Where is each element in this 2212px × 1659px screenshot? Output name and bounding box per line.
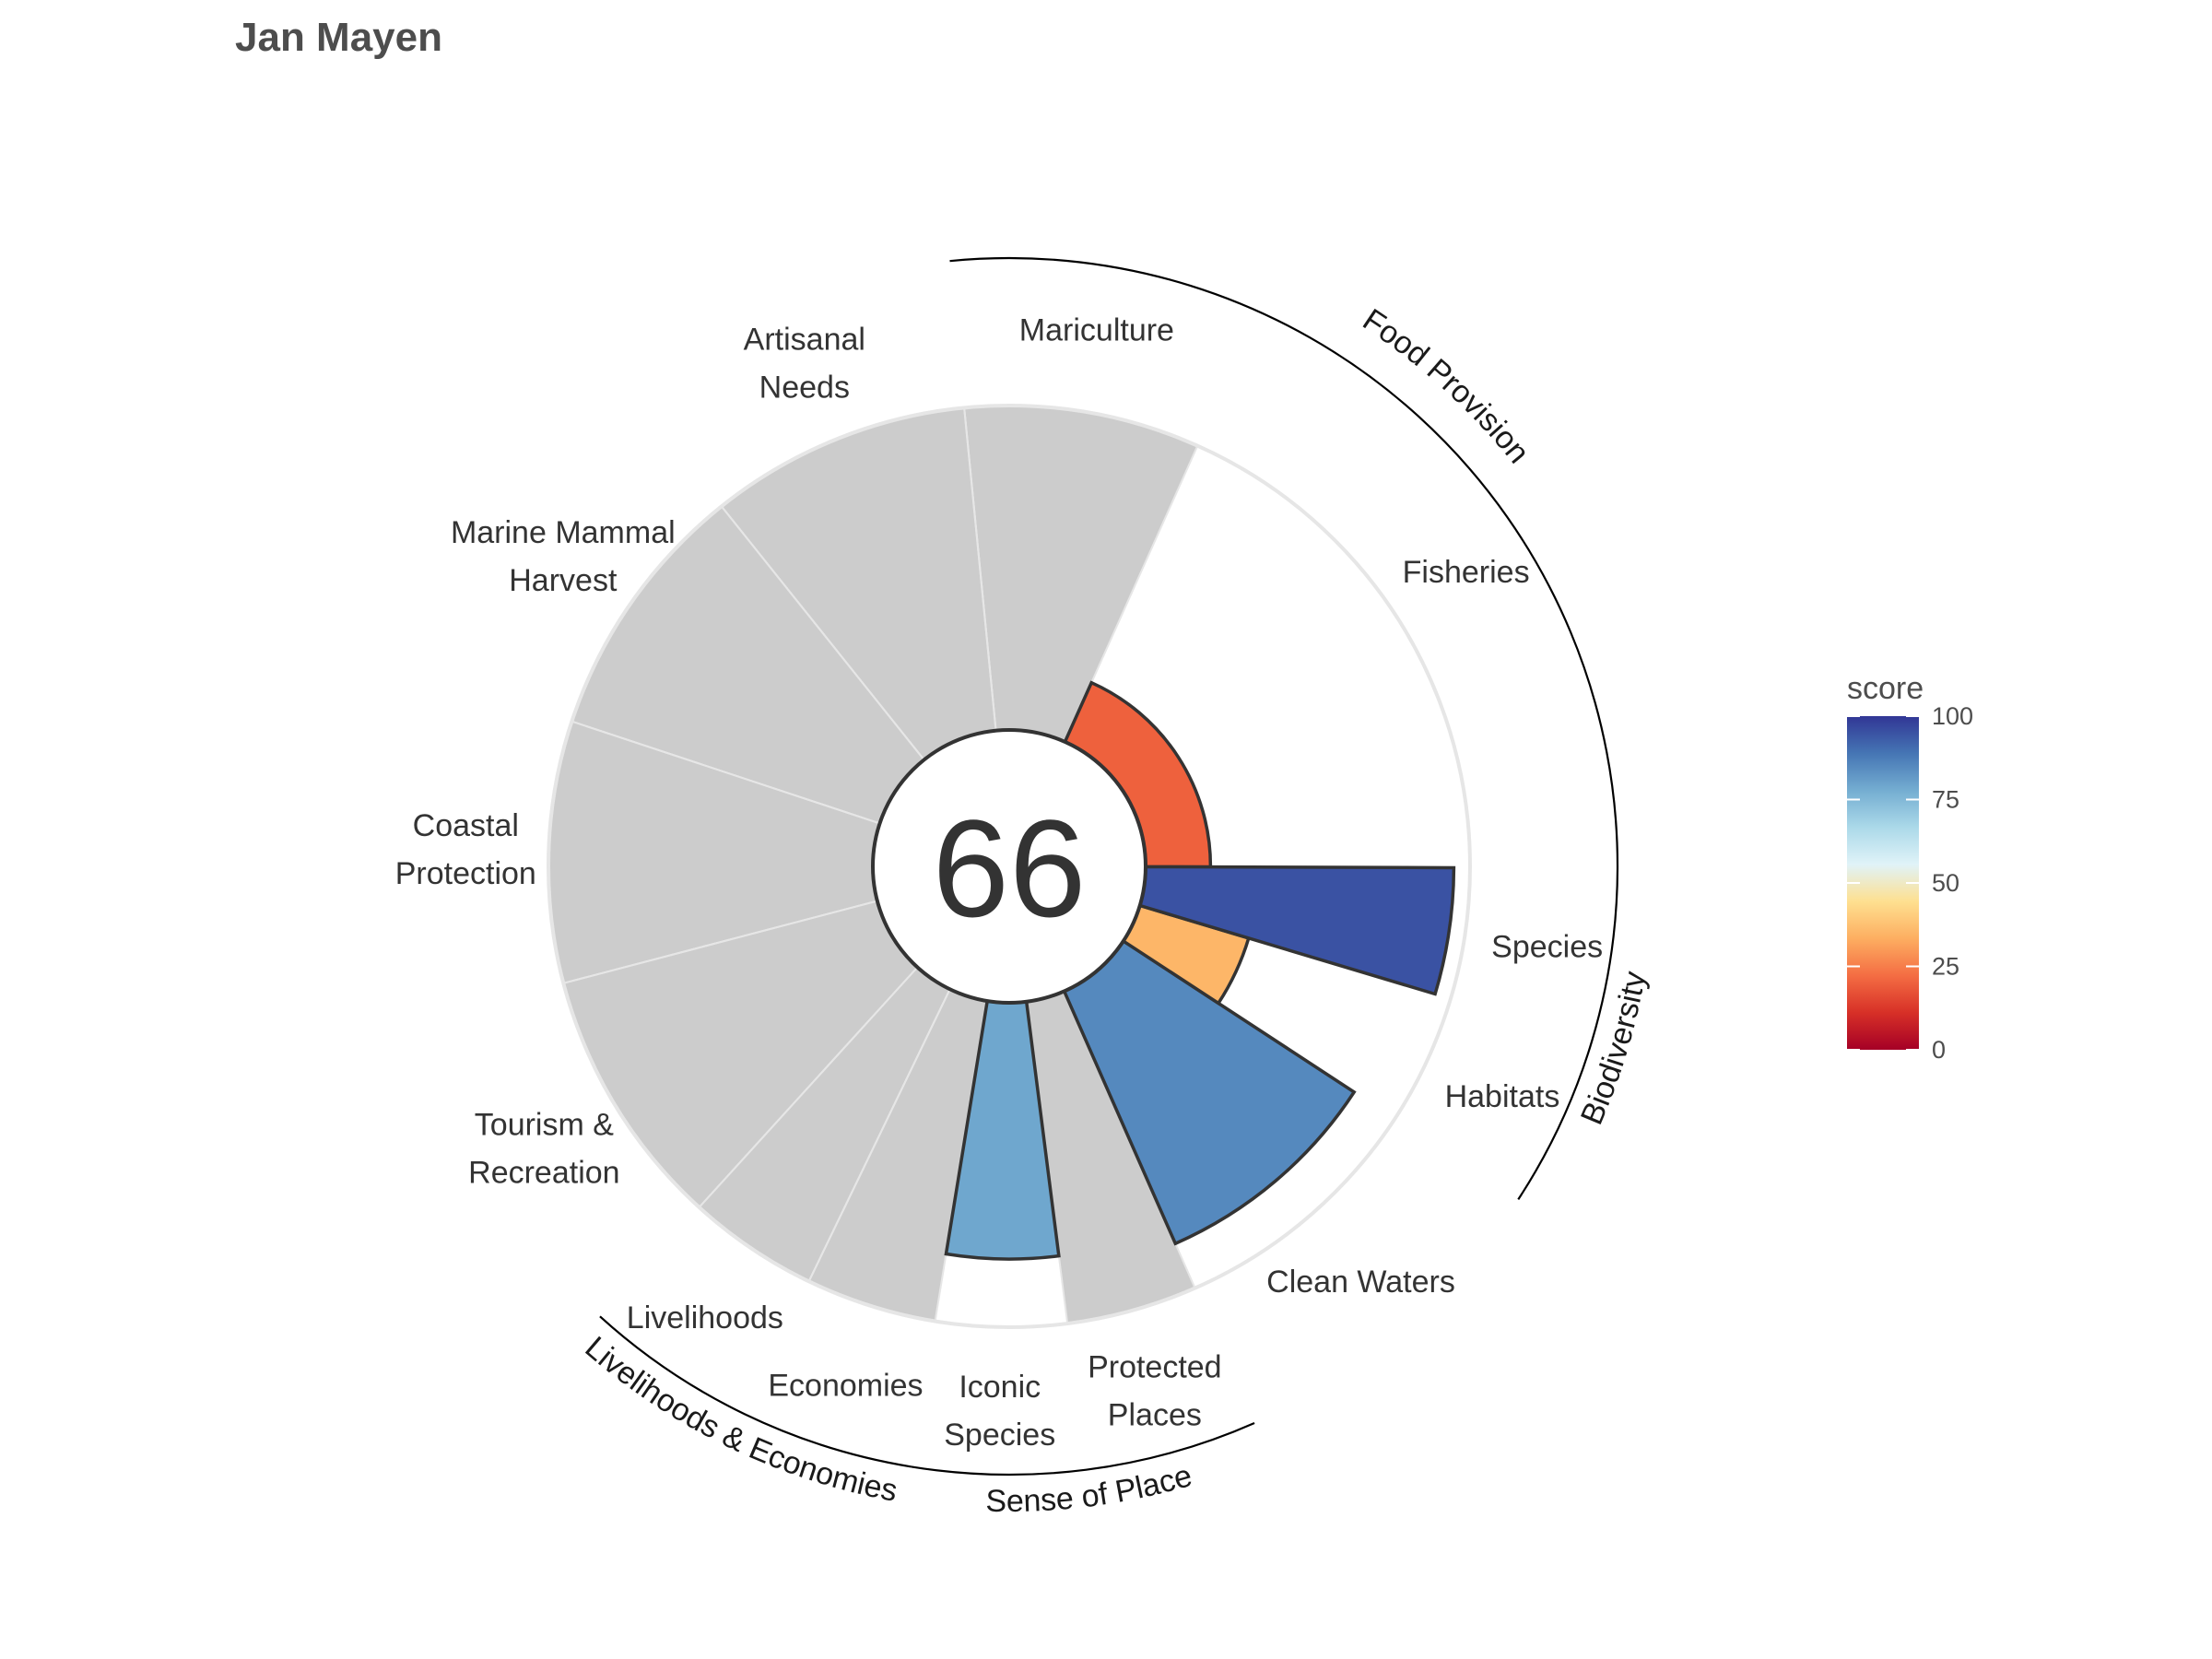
- legend-tick-label: 50: [1932, 869, 1959, 897]
- group-arc-0: [949, 256, 1619, 868]
- petal-label-0: Fisheries: [1403, 555, 1530, 590]
- group-arc-1: [1517, 867, 1619, 1200]
- petal-spoke: [698, 966, 919, 1208]
- legend-tick-label: 0: [1932, 1036, 1946, 1064]
- petal-label-line: Tourism &: [475, 1108, 614, 1143]
- petal-label-line: Protection: [395, 856, 536, 891]
- petal-label-line: Mariculture: [1019, 313, 1174, 348]
- petal-label-2: Artisanal Needs: [744, 322, 865, 405]
- legend-title: score: [1847, 671, 1924, 706]
- petal-label-10: Clean Waters: [1266, 1265, 1455, 1300]
- petal-label-line: Clean Waters: [1266, 1265, 1455, 1300]
- petal-label-line: Species: [944, 1418, 1055, 1453]
- legend-ticks: 0 25 50 75 100: [1847, 702, 1973, 1064]
- group-arc-2: [911, 1421, 1255, 1477]
- legend: score 0 25 50 75 100: [1847, 671, 1973, 1064]
- petal-label-3: Marine Mammal Harvest: [451, 515, 676, 598]
- petal-label-line: Protected: [1088, 1349, 1222, 1384]
- petal-label-6: Livelihoods: [627, 1300, 783, 1335]
- petal-label-line: Livelihoods: [627, 1300, 783, 1335]
- petal-label-line: Needs: [759, 370, 850, 405]
- petal-spoke: [571, 720, 880, 825]
- petal-label-line: Economies: [768, 1369, 923, 1404]
- legend-tick-label: 100: [1932, 702, 1973, 730]
- legend-tick-label: 25: [1932, 953, 1959, 981]
- legend-tick-label: 75: [1932, 786, 1959, 814]
- petal-label-9: Protected Places: [1088, 1349, 1222, 1432]
- group-label-3: Livelihoods & Economies: [579, 1330, 900, 1509]
- petal-label-line: Places: [1108, 1397, 1202, 1432]
- petal-na-1: [963, 405, 1199, 744]
- center-circle: [871, 728, 1147, 1005]
- petal-label-line: Harvest: [509, 563, 618, 598]
- na-petals: [547, 405, 1199, 1325]
- group-label-text: Sense of Place: [985, 1458, 1195, 1519]
- petal-label-11: Habitats: [1445, 1079, 1560, 1114]
- group-label-1: Biodiversity: [1574, 969, 1653, 1130]
- petal-labels: Fisheries Mariculture Artisanal Needs Marine…: [395, 313, 1603, 1453]
- petal-label-4: Coastal Protection: [395, 808, 536, 891]
- petal-label-line: Fisheries: [1403, 555, 1530, 590]
- petal-spoke: [807, 988, 951, 1282]
- petal-label-12: Species: [1491, 929, 1603, 964]
- group-label-2: Sense of Place: [985, 1458, 1195, 1519]
- petal-label-line: Marine Mammal: [451, 515, 676, 550]
- petal-label-line: Iconic: [959, 1370, 1041, 1405]
- petal-label-1: Mariculture: [1019, 313, 1174, 348]
- petal-spoke: [963, 407, 997, 731]
- petal-label-line: Coastal: [413, 808, 519, 843]
- petal-label-line: Recreation: [468, 1156, 619, 1191]
- petal-label-5: Tourism & Recreation: [468, 1108, 619, 1191]
- petal-label-line: Species: [1491, 929, 1603, 964]
- outer-reference-ring: [547, 404, 1472, 1329]
- group-arc-3: [599, 1315, 912, 1468]
- petal-spokes: [563, 407, 997, 1282]
- petal-spoke: [721, 505, 925, 761]
- chart-title: Jan Mayen: [235, 15, 442, 60]
- group-label-text: Biodiversity: [1574, 969, 1653, 1130]
- group-label-text: Livelihoods & Economies: [579, 1330, 900, 1509]
- petal-label-line: Artisanal: [744, 322, 865, 357]
- petal-label-8: Iconic Species: [944, 1370, 1055, 1453]
- petal-spoke: [563, 900, 878, 984]
- center-score: 66: [933, 791, 1087, 946]
- score-petals: [944, 680, 1456, 1261]
- petal-label-7: Economies: [768, 1369, 923, 1404]
- petal-label-line: Habitats: [1445, 1079, 1560, 1114]
